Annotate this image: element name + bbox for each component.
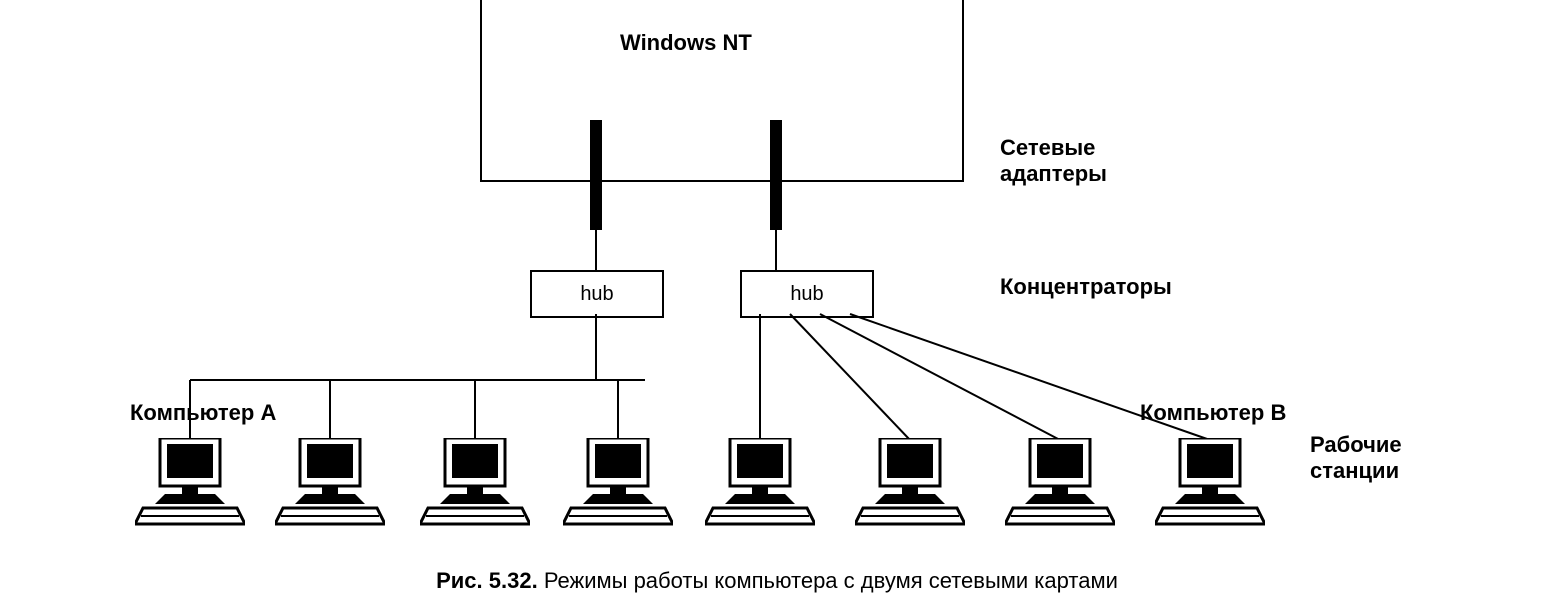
- figure-caption: Рис. 5.32. Режимы работы компьютера с дв…: [0, 568, 1554, 594]
- workstation-icon: [705, 438, 815, 528]
- label-concentrators: Концентраторы: [1000, 274, 1172, 300]
- label-adapters: Сетевыеадаптеры: [1000, 135, 1107, 187]
- hub-right: hub: [740, 270, 874, 318]
- workstation-icon: [1155, 438, 1265, 528]
- workstation-icon: [420, 438, 530, 528]
- workstation-icon: [135, 438, 245, 528]
- network-adapter-icon: [770, 120, 782, 230]
- server-box: [480, 0, 964, 182]
- diagram-canvas: Windows NT hub hub Сетевыеадаптеры Конце…: [0, 0, 1554, 604]
- workstation-icon: [1005, 438, 1115, 528]
- workstation-icon: [275, 438, 385, 528]
- label-workstations: Рабочиестанции: [1310, 432, 1402, 484]
- hub-left-label: hub: [532, 272, 662, 316]
- server-label: Windows NT: [620, 30, 752, 56]
- label-computer-a: Компьютер А: [130, 400, 276, 426]
- workstation-icon: [855, 438, 965, 528]
- figure-caption-text: Режимы работы компьютера с двумя сетевым…: [544, 568, 1118, 593]
- hub-right-label: hub: [742, 272, 872, 316]
- figure-number: Рис. 5.32.: [436, 568, 538, 593]
- label-computer-b: Компьютер В: [1140, 400, 1286, 426]
- workstation-icon: [563, 438, 673, 528]
- network-adapter-icon: [590, 120, 602, 230]
- hub-left: hub: [530, 270, 664, 318]
